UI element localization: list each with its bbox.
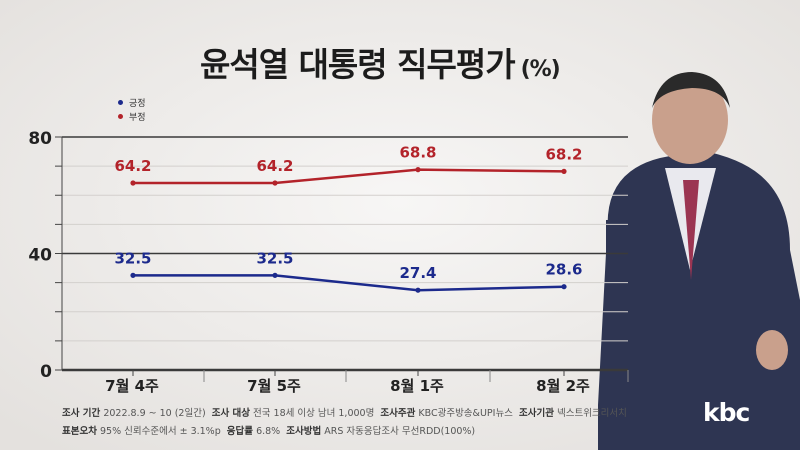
data-point xyxy=(415,167,421,173)
legend-item-positive: 긍정 xyxy=(118,95,146,109)
data-point xyxy=(415,287,421,293)
chart-series xyxy=(130,167,567,293)
legend-positive-dot xyxy=(118,99,123,105)
footnote-host-value: KBC광주방송&UPI뉴스 xyxy=(418,408,513,419)
footnote-method-value: ARS 자동응답조사 무선RDD(100%) xyxy=(324,426,476,437)
chart-labels: 64.2 64.2 68.8 68.2 32.5 32.5 27.4 28.6 xyxy=(114,144,582,283)
title-text: 윤석열 대통령 직무평가 xyxy=(200,45,516,84)
data-point xyxy=(561,284,567,290)
footnote-period-value: 2022.8.9 ~ 10 (2일간) xyxy=(103,408,206,419)
footnote-period-label: 조사 기간 xyxy=(62,408,101,419)
president-photo xyxy=(598,72,800,450)
footnote-response-label: 응답률 xyxy=(226,426,254,437)
x-tick-label: 8월 1주 xyxy=(390,377,444,395)
footnote-target-label: 조사 대상 xyxy=(211,408,250,419)
footnote-method-label: 조사방법 xyxy=(286,426,322,437)
chart-axis: 0 40 80 7월 4주 7월 5주 8월 1주 8월 2주 xyxy=(28,129,629,395)
data-point xyxy=(272,272,278,278)
y-tick-label: 80 xyxy=(28,129,52,149)
legend-negative-label: 부정 xyxy=(129,112,146,123)
data-label: 28.6 xyxy=(545,261,582,279)
x-tick-label: 8월 2주 xyxy=(536,377,590,395)
footnote-line-2: 표본오차 95% 신뢰수준에서 ± 3.1%p 응답률 6.8% 조사방법 AR… xyxy=(62,423,475,437)
y-tick-label: 0 xyxy=(40,362,52,382)
footnote-line-1: 조사 기간 2022.8.9 ~ 10 (2일간) 조사 대상 전국 18세 이… xyxy=(62,405,627,419)
data-label: 27.4 xyxy=(399,264,436,282)
data-point xyxy=(561,168,567,174)
footnote-response-value: 6.8% xyxy=(256,426,281,437)
data-label: 68.8 xyxy=(399,144,436,162)
footnote-agency-label: 조사기관 xyxy=(518,408,554,419)
data-label: 64.2 xyxy=(114,157,151,175)
series-line-negative xyxy=(133,168,565,185)
data-label: 68.2 xyxy=(545,145,582,163)
data-point xyxy=(130,272,136,278)
data-point xyxy=(272,180,278,186)
data-label: 32.5 xyxy=(114,249,151,267)
footnote-host-label: 조사주관 xyxy=(380,408,416,419)
legend-negative-dot xyxy=(118,113,123,119)
x-tick-label: 7월 4주 xyxy=(105,377,159,395)
legend-item-negative: 부정 xyxy=(118,109,146,123)
footnote-error-label: 표본오차 xyxy=(62,426,97,437)
data-label: 64.2 xyxy=(256,157,293,175)
x-tick-label: 7월 5주 xyxy=(247,377,301,395)
footnote-target-value: 전국 18세 이상 남녀 1,000명 xyxy=(253,408,375,419)
y-tick-label: 40 xyxy=(28,246,52,266)
legend: 긍정 부정 xyxy=(118,95,146,123)
footnote-error-value: 95% 신뢰수준에서 ± 3.1%p xyxy=(100,426,221,437)
data-label: 32.5 xyxy=(256,249,293,267)
series-line-positive xyxy=(133,274,565,292)
kbc-logo: kbc xyxy=(703,398,750,427)
title-unit: (%) xyxy=(520,57,561,82)
legend-positive-label: 긍정 xyxy=(129,98,146,109)
footnote-agency-value: 넥스트위크리서치 xyxy=(556,408,627,419)
chart-title: 윤석열 대통령 직무평가 (%) xyxy=(200,38,561,86)
data-point xyxy=(130,180,136,186)
